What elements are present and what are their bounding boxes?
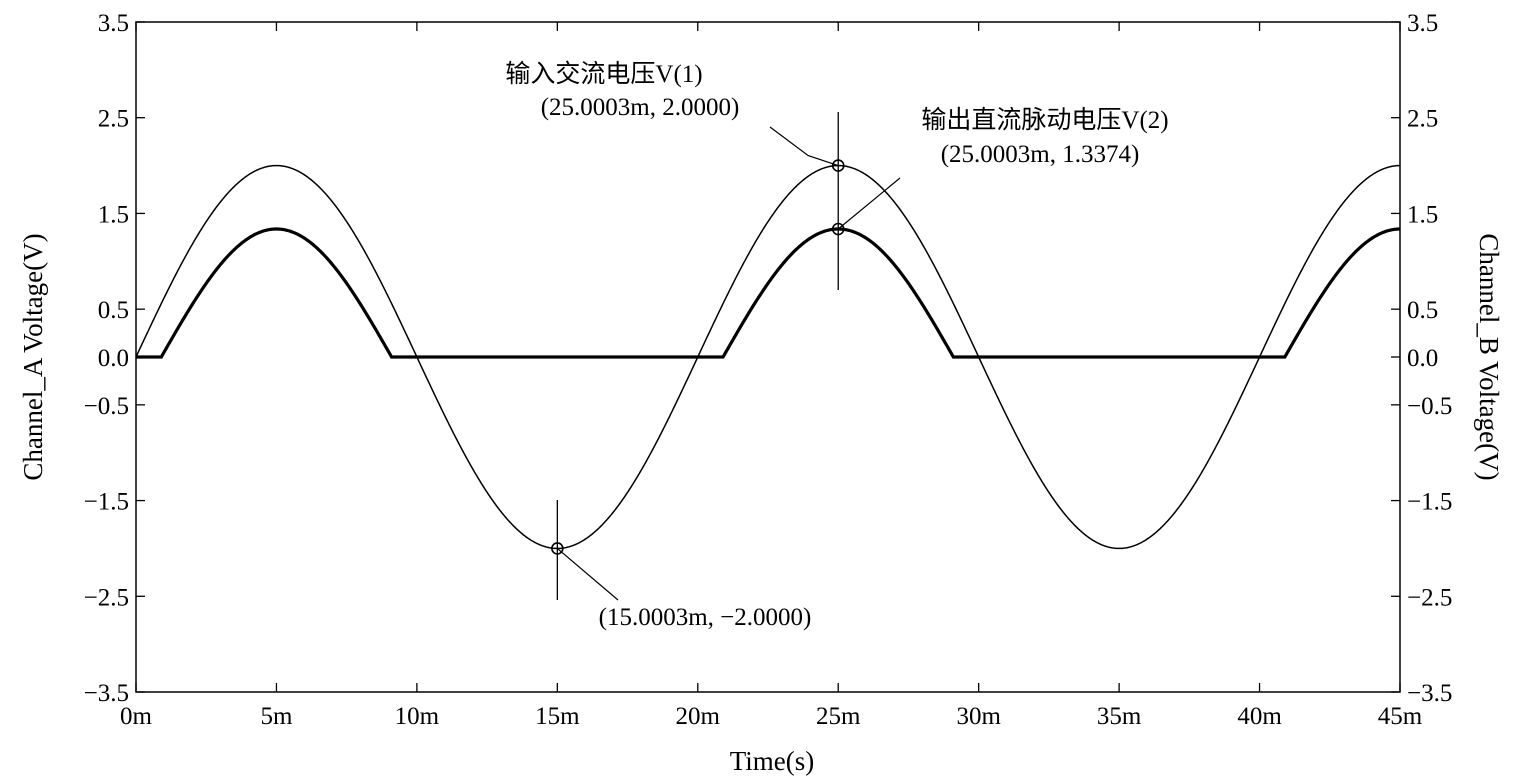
series-layer [135,164,1401,550]
cursor-value-label: (25.0003m, 1.3374) [941,141,1140,168]
y-right-tick-label: −0.5 [1407,393,1452,420]
x-tick-label: 30m [956,703,1001,730]
series-line-input-ac [135,164,1401,550]
cursor-layer [551,112,901,601]
y-right-tick-label: −3.5 [1407,680,1452,707]
x-tick-label: 20m [676,703,721,730]
y-right-tick-label: −1.5 [1407,489,1452,516]
x-tick-label: 40m [1237,703,1282,730]
cursor-title: 输出直流脉动电压V(2) [921,106,1168,134]
series-line-output-dc [136,227,1401,359]
y-right-tick-label: 1.5 [1407,201,1438,228]
cursor-leader-line [556,547,619,601]
x-tick-label: 25m [816,703,861,730]
y-left-tick-label: −2.5 [84,584,129,611]
cursor-leader-line [837,177,901,230]
cursor-value-label: (15.0003m, −2.0000) [599,604,812,631]
y-left-tick-label: −0.5 [84,393,129,420]
y-left-tick-label: −1.5 [84,489,129,516]
y-left-tick-label: 0.0 [98,345,129,372]
y-left-tick-label: 1.5 [98,201,129,228]
cursor-title: 输入交流电压V(1) [505,60,702,88]
y-left-tick-label: 0.5 [98,297,129,324]
ticks-layer: 0m 5m 10m 15m 20m 25m 30m 35m 40m 45m 3.5 2.5 1.5 0.5… [84,10,1453,730]
x-tick-label: 0m [120,703,153,730]
y-right-tick-label: −2.5 [1407,584,1452,611]
x-tick-label: 5m [260,703,293,730]
y-left-tick-label: 2.5 [98,106,129,133]
y-axis-right-title: Channel_B Voltage(V) [1474,233,1504,480]
labels-layer: 输入交流电压V(1) (25.0003m, 2.0000) 输出直流脉动电压V(2)… [505,60,1168,631]
y-axis-left-title: Channel_A Voltage(V) [18,233,48,480]
x-tick-label: 45m [1378,703,1423,730]
cursor-value-label: (25.0003m, 2.0000) [541,94,740,121]
y-left-tick-label: −3.5 [84,680,129,707]
y-right-tick-label: 3.5 [1407,10,1438,37]
x-tick-label: 35m [1097,703,1142,730]
y-right-tick-label: 0.0 [1407,345,1438,372]
x-axis-title: Time(s) [730,746,815,776]
x-tick-label: 15m [535,703,580,730]
x-tick-label: 10m [395,703,440,730]
cursor-leader-line [769,126,839,167]
y-right-tick-label: 2.5 [1407,106,1438,133]
y-left-tick-label: 3.5 [98,10,129,37]
y-right-tick-label: 0.5 [1407,297,1438,324]
